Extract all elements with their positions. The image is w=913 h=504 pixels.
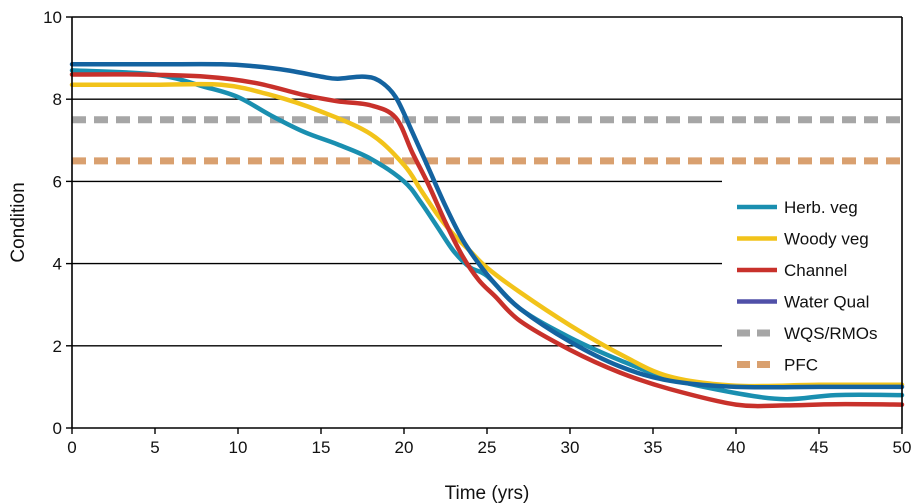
x-tick-label: 10 <box>229 438 248 457</box>
x-tick-label: 20 <box>395 438 414 457</box>
series-line-herb-veg <box>69 68 905 402</box>
legend-item-pfc: PFC <box>737 356 818 375</box>
legend-label: WQS/RMOs <box>784 324 878 343</box>
tick-labels: 0 5 10 15 20 25 30 35 40 45 50 0 2 4 6 8 10 <box>43 8 911 457</box>
reference-lines <box>72 116 902 165</box>
x-tick-label: 25 <box>478 438 497 457</box>
legend-label: PFC <box>784 356 818 375</box>
series-line-unlabeled-4 <box>69 61 905 390</box>
x-tick-label: 15 <box>312 438 331 457</box>
x-tick-label: 0 <box>67 438 76 457</box>
legend: Herb. veg Woody veg Channel Water Qual WQS/R… <box>737 198 878 375</box>
y-tick-label: 4 <box>53 255 62 274</box>
y-tick-label: 0 <box>53 419 62 438</box>
series-line-woody-veg <box>69 81 905 389</box>
x-axis-title: Time (yrs) <box>445 483 530 504</box>
y-tick-label: 6 <box>53 172 62 191</box>
legend-label: Water Qual <box>784 293 869 312</box>
x-tick-label: 40 <box>727 438 746 457</box>
legend-item-channel: Channel <box>737 261 847 280</box>
legend-item-herb-veg: Herb. veg <box>737 198 858 217</box>
legend-item-woody-veg: Woody veg <box>737 230 869 249</box>
y-tick-label: 10 <box>43 8 62 27</box>
x-tick-label: 45 <box>810 438 829 457</box>
legend-label: Herb. veg <box>784 198 858 217</box>
series-lines <box>69 61 905 409</box>
legend-label: Channel <box>784 261 847 280</box>
axes <box>71 16 903 429</box>
x-tick-label: 50 <box>893 438 912 457</box>
x-tick-label: 5 <box>150 438 159 457</box>
legend-item-water-qual: Water Qual <box>737 293 869 312</box>
series-line-channel <box>69 72 905 409</box>
y-axis-title: Condition <box>8 182 29 262</box>
legend-label: Woody veg <box>784 230 869 249</box>
legend-item-wqs-rmos: WQS/RMOs <box>737 324 878 343</box>
y-tick-label: 2 <box>53 337 62 356</box>
gridlines <box>72 98 902 347</box>
x-tick-label: 35 <box>644 438 663 457</box>
y-tick-label: 8 <box>53 90 62 109</box>
x-tick-label: 30 <box>561 438 580 457</box>
